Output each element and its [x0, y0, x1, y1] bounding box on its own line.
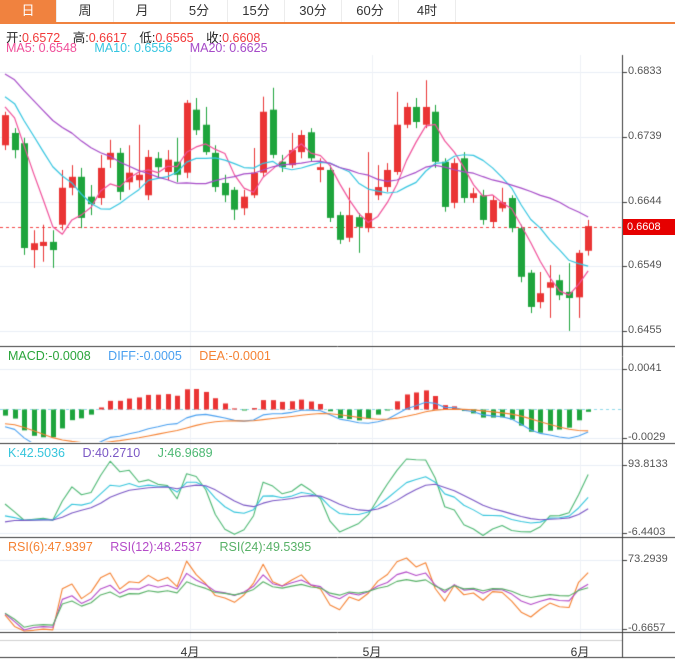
close-value: 0.6608 [222, 31, 261, 45]
open-label: 开: [6, 31, 22, 45]
rsi-legend: RSI(6):47.9397 RSI(12):48.2537 RSI(24):4… [8, 540, 325, 554]
y-axis-label: -0.6657 [628, 622, 666, 634]
tab-15min[interactable]: 15分 [228, 0, 285, 22]
y-axis-label: 0.6833 [628, 65, 662, 77]
ma10-value: MA10: 0.6556 [94, 41, 173, 55]
ohlc-legend: 开:0.6572 高:0.6617 低:0.6565 收:0.6608 [6, 27, 269, 46]
high-value: 0.6617 [88, 31, 127, 45]
y-axis-label: 0.6549 [628, 259, 662, 271]
y-axis-label: -0.0029 [628, 431, 666, 443]
current-price-badge: 0.6608 [623, 219, 675, 235]
low-label: 低: [139, 31, 156, 45]
tab-30min[interactable]: 30分 [285, 0, 342, 22]
d-value: D:40.2710 [82, 446, 141, 460]
k-value: K:42.5036 [8, 446, 65, 460]
tab-5min[interactable]: 5分 [171, 0, 228, 22]
dea-value: DEA:-0.0001 [199, 349, 271, 363]
macd-legend: MACD:-0.0008 DIFF:-0.0005 DEA:-0.0001 [8, 349, 285, 363]
ma-legend: MA5: 0.6548 MA10: 0.6556 MA20: 0.6625 [6, 41, 282, 55]
y-axis-label: 93.8133 [628, 458, 668, 470]
y-axis-label: -6.4403 [628, 526, 666, 538]
y-axis-label: 0.6455 [628, 324, 662, 336]
x-axis-label: 6月 [570, 645, 590, 659]
j-value: J:46.9689 [157, 446, 213, 460]
y-axis-label: 73.2939 [628, 553, 668, 565]
diff-value: DIFF:-0.0005 [108, 349, 182, 363]
x-axis-label: 5月 [362, 645, 382, 659]
ma5-value: MA5: 0.6548 [6, 41, 77, 55]
high-label: 高: [72, 31, 89, 45]
y-axis-label: 0.0041 [628, 362, 662, 374]
y-axis-label: 0.6644 [628, 195, 662, 207]
period-tabbar: 日 周 月 5分 15分 30分 60分 4时 [0, 0, 675, 24]
ma20-value: MA20: 0.6625 [189, 41, 268, 55]
macd-value: MACD:-0.0008 [8, 349, 91, 363]
tab-day[interactable]: 日 [0, 0, 57, 22]
tab-60min[interactable]: 60分 [342, 0, 399, 22]
kdj-legend: K:42.5036 D:40.2710 J:46.9689 [8, 446, 227, 460]
tab-month[interactable]: 月 [114, 0, 171, 22]
open-value: 0.6572 [21, 31, 61, 45]
rsi24-value: RSI(24):49.5395 [219, 540, 312, 554]
rsi12-value: RSI(12):48.2537 [110, 540, 202, 554]
low-value: 0.6565 [155, 31, 194, 45]
close-label: 收: [206, 31, 223, 45]
tab-4hour[interactable]: 4时 [399, 0, 456, 22]
y-axis-label: 0.6739 [628, 130, 662, 142]
rsi6-value: RSI(6):47.9397 [8, 540, 93, 554]
tab-week[interactable]: 周 [57, 0, 114, 22]
x-axis-label: 4月 [180, 645, 200, 659]
